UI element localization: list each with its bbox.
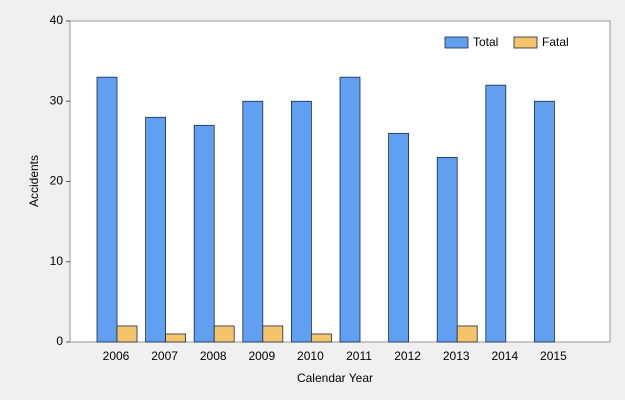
bar [456,325,478,343]
x-tick-label: 2006 [103,349,130,363]
bar [290,100,312,343]
bar [213,325,235,343]
y-tick-label: 10 [50,254,64,268]
x-tick-label: 2011 [346,349,372,363]
x-axis-label: Calendar Year [297,371,373,385]
bar [116,325,138,343]
legend-swatch [444,36,469,49]
legend-label: Total [473,35,498,49]
bar [193,124,215,343]
bar [534,100,555,343]
y-axis-label: Accidents [27,155,41,207]
y-tick-label: 0 [56,334,63,348]
legend-label: Fatal [542,35,569,49]
x-tick-label: 2014 [491,349,518,363]
bar [388,132,410,343]
x-tick-label: 2012 [394,349,421,363]
x-tick-label: 2007 [151,349,178,363]
bar [96,76,118,343]
bar [310,333,332,343]
x-tick-label: 2013 [443,349,470,363]
y-tick-label: 20 [50,174,64,188]
bar [485,84,507,343]
legend-swatch [513,36,538,49]
x-tick-label: 2015 [540,349,567,363]
x-tick-label: 2008 [200,349,227,363]
bar [242,100,264,343]
x-tick-label: 2010 [297,349,324,363]
x-tick-label: 2009 [248,349,275,363]
bar [145,116,167,343]
bar [262,325,284,343]
bar [339,76,361,343]
bar [165,333,187,343]
bar [436,157,458,343]
y-tick-label: 30 [50,93,64,107]
y-tick-label: 40 [50,13,64,27]
